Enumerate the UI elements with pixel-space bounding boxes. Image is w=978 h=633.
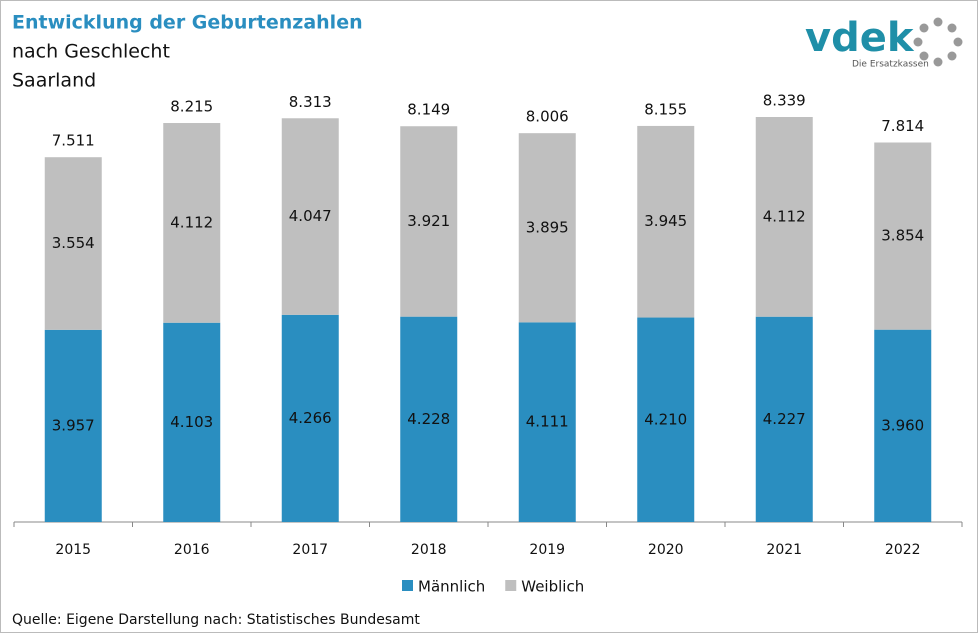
total-label: 7.814 bbox=[881, 117, 924, 135]
x-tick-label: 2016 bbox=[174, 542, 210, 558]
value-label: 4.228 bbox=[407, 410, 450, 428]
value-label: 4.210 bbox=[644, 410, 687, 428]
value-label: 4.112 bbox=[763, 207, 806, 225]
x-tick-label: 2015 bbox=[55, 542, 91, 558]
value-label: 4.111 bbox=[526, 413, 569, 431]
x-tick-label: 2022 bbox=[885, 542, 921, 558]
bar-segment bbox=[44, 157, 102, 330]
total-label: 8.149 bbox=[407, 101, 450, 119]
value-label: 3.921 bbox=[407, 212, 450, 230]
total-label: 8.006 bbox=[526, 108, 569, 126]
value-label: 3.945 bbox=[644, 212, 687, 230]
x-tick-label: 2021 bbox=[766, 542, 802, 558]
value-label: 3.895 bbox=[526, 218, 569, 236]
value-label: 3.854 bbox=[881, 227, 924, 245]
bar-segment bbox=[44, 329, 102, 522]
total-label: 8.313 bbox=[289, 93, 332, 111]
bar-segment bbox=[281, 314, 339, 522]
logo-ring bbox=[913, 17, 963, 67]
value-label: 4.112 bbox=[170, 213, 213, 231]
x-tick-label: 2020 bbox=[648, 542, 684, 558]
total-label: 8.155 bbox=[644, 100, 687, 118]
value-label: 4.266 bbox=[289, 409, 332, 427]
bar-segment bbox=[518, 322, 576, 522]
bar-segment bbox=[163, 123, 221, 323]
value-label: 3.960 bbox=[881, 416, 924, 434]
x-tick-label: 2019 bbox=[529, 542, 565, 558]
total-label: 8.215 bbox=[170, 98, 213, 116]
bar-segment bbox=[518, 133, 576, 323]
legend-swatch bbox=[505, 580, 517, 591]
bar-segment bbox=[874, 329, 932, 522]
chart-subtitle: Saarland bbox=[12, 70, 96, 92]
value-label: 4.103 bbox=[170, 413, 213, 431]
x-tick-label: 2018 bbox=[411, 542, 447, 558]
bar-segment bbox=[281, 118, 339, 315]
bar-segment bbox=[400, 126, 458, 317]
logo-tagline: Die Ersatzkassen bbox=[852, 60, 929, 70]
bar-segment bbox=[755, 117, 813, 317]
total-label: 7.511 bbox=[52, 132, 95, 150]
bar-segment bbox=[637, 317, 695, 522]
legend-label: Weiblich bbox=[521, 578, 584, 596]
source: Quelle: Eigene Darstellung nach: Statist… bbox=[12, 612, 420, 628]
total-label: 8.339 bbox=[763, 92, 806, 110]
bar-segment bbox=[874, 142, 932, 330]
logo-text: vdek bbox=[805, 15, 915, 61]
chart-title: Entwicklung der Geburtenzahlen bbox=[12, 12, 363, 34]
value-label: 4.227 bbox=[763, 410, 806, 428]
x-tick-label: 2017 bbox=[292, 542, 328, 558]
value-label: 4.047 bbox=[289, 207, 332, 225]
value-label: 3.554 bbox=[52, 234, 95, 252]
value-label: 3.957 bbox=[52, 416, 95, 434]
bar-segment bbox=[755, 316, 813, 522]
bar-segment bbox=[400, 316, 458, 522]
bar-segment bbox=[637, 125, 695, 318]
legend-swatch bbox=[402, 580, 413, 591]
bar-segment bbox=[163, 322, 221, 522]
chart-subtitle: nach Geschlecht bbox=[12, 41, 170, 63]
legend-label: Männlich bbox=[418, 578, 485, 596]
